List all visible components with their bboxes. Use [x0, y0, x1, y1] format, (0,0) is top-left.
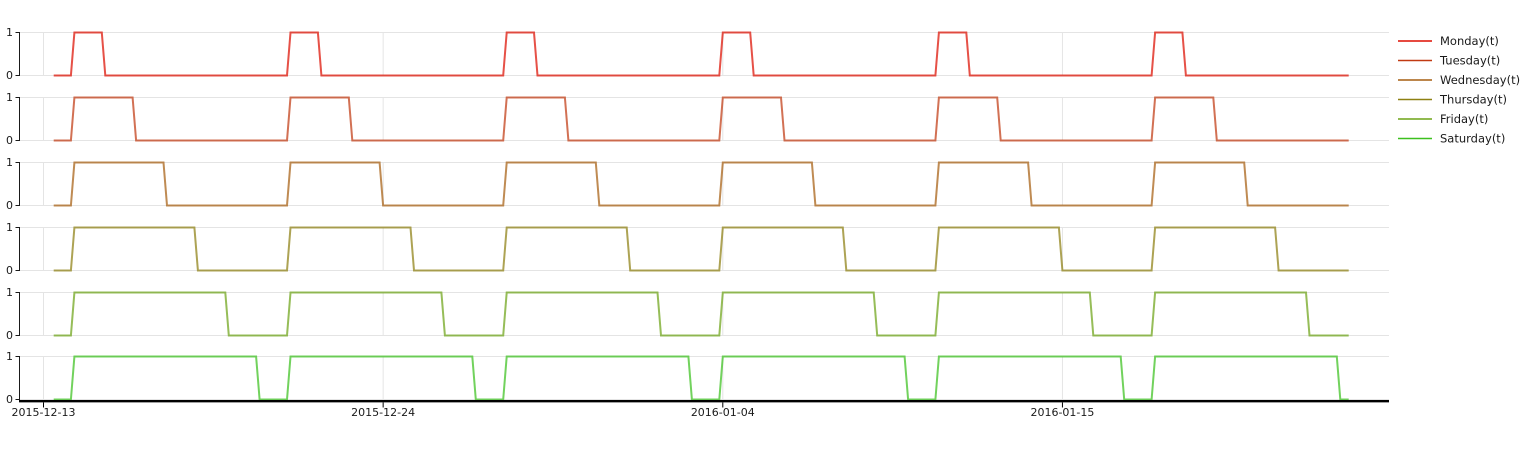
y-axis-spine-row-tuesday	[15, 97, 20, 141]
y-axis-spine-row-friday	[15, 292, 20, 336]
y-tick-label-0-row-saturday: 0	[6, 393, 13, 406]
series-line-monday	[53, 31, 1349, 77]
y-axis-spine-row-saturday	[15, 356, 20, 400]
legend-label-monday: Monday(t)	[1440, 34, 1499, 48]
legend-label-friday: Friday(t)	[1440, 112, 1488, 126]
x-tick-label: 2016-01-04	[691, 406, 755, 419]
series-line-saturday	[53, 355, 1349, 401]
series-line-friday	[53, 291, 1349, 337]
y-tick-label-0-row-friday: 0	[6, 329, 13, 342]
y-tick-label-0-row-wednesday: 0	[6, 199, 13, 212]
y-tick-label-1-row-tuesday: 1	[6, 91, 13, 104]
y-tick-label-0-row-thursday: 0	[6, 264, 13, 277]
y-tick-label-0-row-tuesday: 0	[6, 134, 13, 147]
y-axis-spine-row-thursday	[15, 227, 20, 271]
series-line-tuesday	[53, 96, 1349, 142]
x-tick-label: 2015-12-13	[12, 406, 76, 419]
series-line-thursday	[53, 226, 1349, 272]
y-tick-label-1-row-thursday: 1	[6, 221, 13, 234]
y-tick-label-1-row-saturday: 1	[6, 350, 13, 363]
series-line-wednesday	[53, 161, 1349, 207]
y-axis-spine-row-monday	[15, 32, 20, 76]
y-tick-label-1-row-monday: 1	[6, 26, 13, 39]
legend-label-wednesday: Wednesday(t)	[1440, 73, 1520, 87]
x-tick-label: 2016-01-15	[1030, 406, 1094, 419]
y-axis-spine-row-wednesday	[15, 162, 20, 206]
y-tick-label-1-row-friday: 1	[6, 286, 13, 299]
legend-label-tuesday: Tuesday(t)	[1439, 54, 1500, 68]
legend-label-thursday: Thursday(t)	[1439, 93, 1507, 107]
y-tick-label-0-row-monday: 0	[6, 69, 13, 82]
y-tick-label-1-row-wednesday: 1	[6, 156, 13, 169]
legend-label-saturday: Saturday(t)	[1440, 132, 1505, 146]
x-tick-label: 2015-12-24	[351, 406, 415, 419]
